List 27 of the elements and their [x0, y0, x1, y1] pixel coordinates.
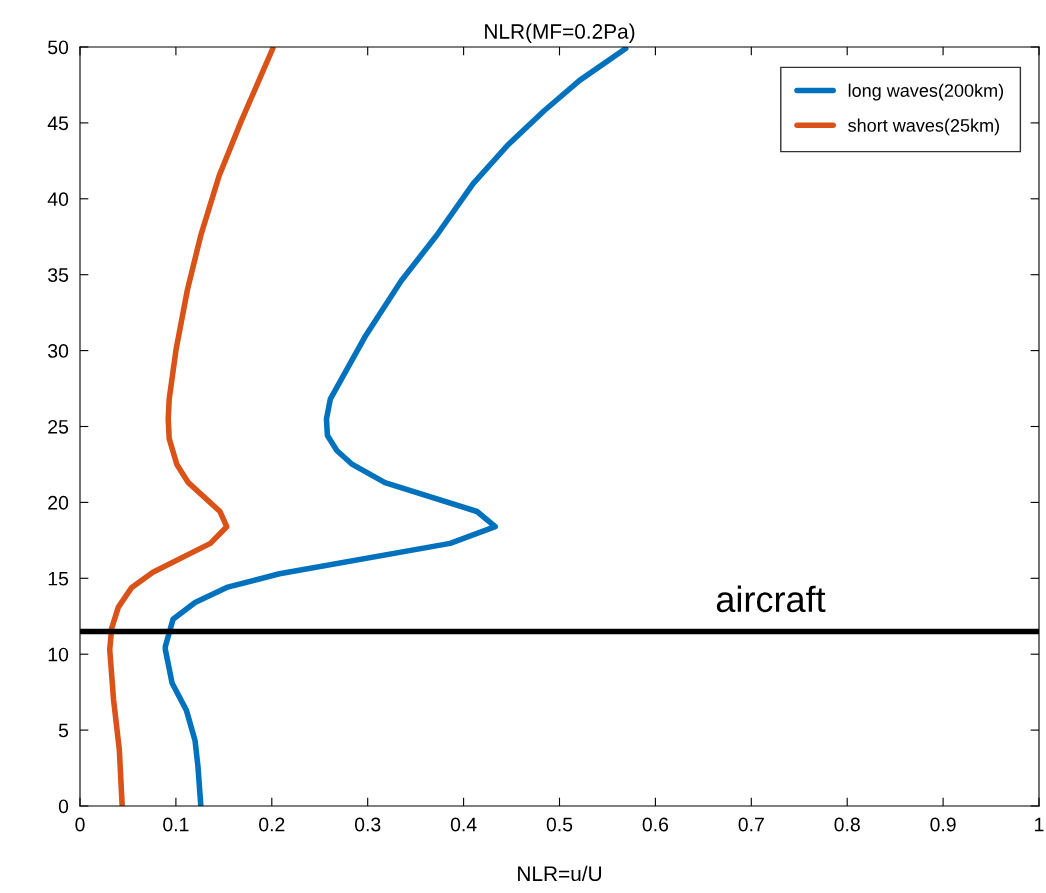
x-tick-label: 0.7 — [738, 817, 764, 832]
y-tick-label: 10 — [48, 647, 69, 662]
y-tick-label: 30 — [48, 344, 69, 358]
x-tick-label: 0.8 — [834, 817, 860, 832]
x-tick-label: 0.9 — [930, 817, 956, 832]
x-tick-label: 0.2 — [259, 817, 285, 832]
y-tick-label: 45 — [47, 116, 69, 131]
legend-label: short waves(25km) — [848, 118, 999, 136]
x-tick-label: 0.3 — [354, 817, 381, 832]
x-tick-label: 0 — [75, 817, 85, 832]
x-tick-label: 0.4 — [450, 817, 477, 832]
y-tick-label: 35 — [48, 268, 69, 282]
x-tick-label: 0.5 — [546, 817, 573, 832]
x-tick-label: 0.6 — [642, 817, 669, 832]
y-tick-label: 20 — [48, 495, 69, 510]
x-tick-label: 1 — [1035, 817, 1044, 832]
x-tick-label: 0.1 — [163, 817, 189, 832]
y-tick-label: 0 — [58, 799, 69, 814]
x-axis-title: NLR=u/U — [518, 865, 602, 882]
y-tick-label: 40 — [47, 192, 69, 207]
y-tick-label: 5 — [58, 723, 69, 738]
y-tick-label: 25 — [48, 419, 69, 434]
ref-line-label: aircraft — [716, 585, 826, 613]
y-tick-label: 15 — [48, 571, 69, 586]
y-tick-label: 50 — [48, 40, 69, 55]
legend-label: long waves(200km) — [848, 83, 1004, 101]
chart-title: NLR(MF=0.2Pa) — [485, 23, 635, 43]
